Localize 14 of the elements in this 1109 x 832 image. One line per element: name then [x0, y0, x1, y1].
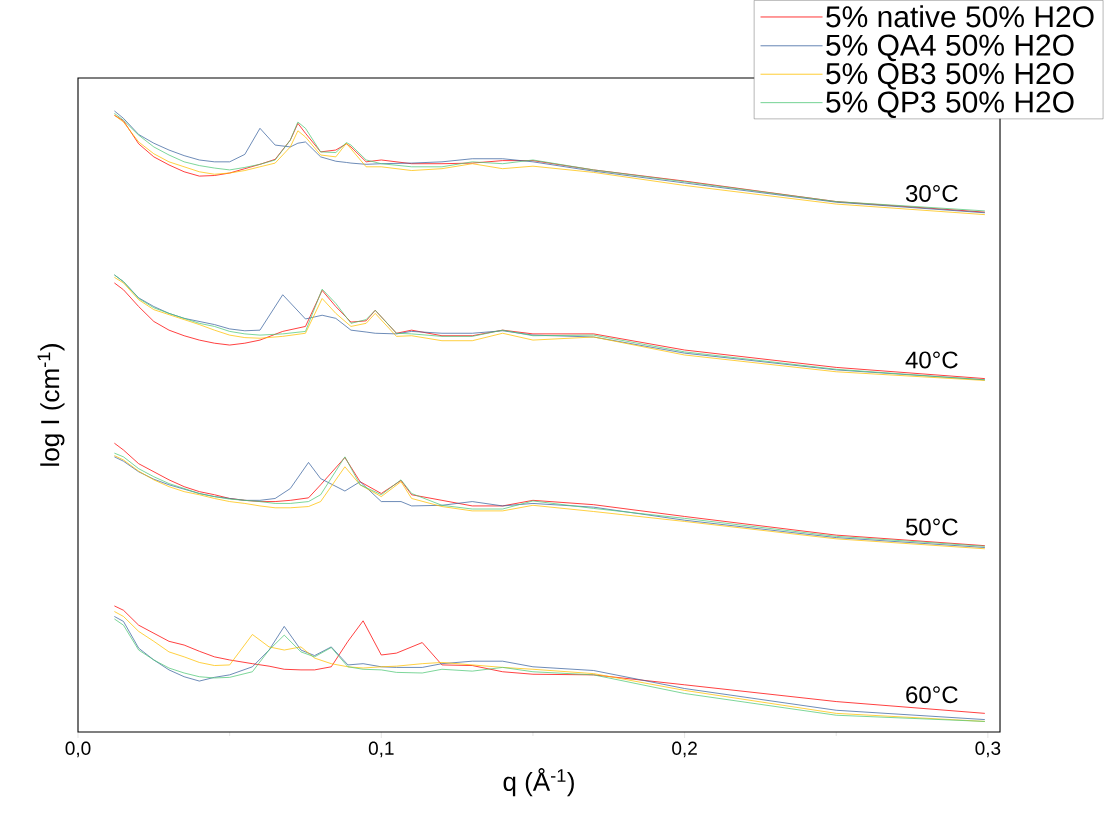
x-tick-label: 0,2 [672, 741, 697, 758]
annotation: 40°C [905, 351, 958, 369]
x-axis-title: q (Å$^{-1}$) [503, 768, 574, 797]
annotation: 30°C [905, 184, 958, 202]
legend-label: 5% native 50% H2O [826, 5, 1094, 28]
legend-label: 5% QP3 50% H2O [826, 91, 1074, 119]
annotation: 60°C [906, 686, 958, 704]
legend-label: 5% QB3 50% H2O [826, 62, 1074, 90]
x-tick-label: 0,3 [975, 741, 1001, 758]
annotation: 50°C [905, 518, 958, 536]
legend-label: 5% QA4 50% H2O [826, 34, 1074, 62]
x-tick-label: 0,0 [65, 741, 91, 758]
y-axis-title: log I (cm$^{-1}$) [37, 344, 65, 466]
x-tick-label: 0,1 [368, 741, 394, 758]
